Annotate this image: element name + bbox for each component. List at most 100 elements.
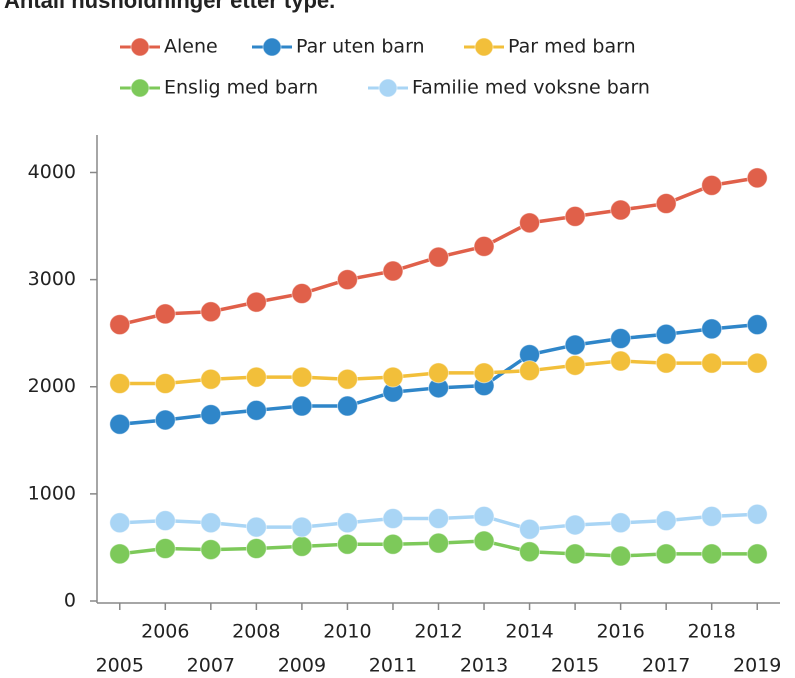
point xyxy=(701,543,723,565)
point xyxy=(291,535,313,557)
legend-label: Enslig med barn xyxy=(164,77,318,99)
point xyxy=(655,510,677,532)
point xyxy=(610,199,632,221)
point xyxy=(701,505,723,527)
point xyxy=(154,303,176,325)
y-tick-label: 3000 xyxy=(28,268,76,290)
point xyxy=(336,269,358,291)
point xyxy=(291,283,313,305)
point xyxy=(610,328,632,350)
point xyxy=(655,193,677,215)
x-tick-label: 2014 xyxy=(505,621,553,643)
point xyxy=(564,354,586,376)
point xyxy=(245,538,267,560)
x-tick-label: 2017 xyxy=(642,655,690,677)
point xyxy=(336,395,358,417)
point xyxy=(701,318,723,340)
point xyxy=(746,167,768,189)
y-tick-label: 0 xyxy=(64,590,76,612)
point xyxy=(428,246,449,268)
point xyxy=(701,352,723,374)
point xyxy=(473,362,495,384)
y-tick-label: 4000 xyxy=(28,161,76,183)
point xyxy=(428,532,449,554)
x-tick-label: 2016 xyxy=(596,621,644,643)
legend-label: Alene xyxy=(164,36,218,58)
point xyxy=(109,413,131,435)
point xyxy=(428,362,449,384)
point xyxy=(200,368,222,390)
x-tick-label: 2010 xyxy=(323,621,371,643)
legend-marker xyxy=(474,37,494,57)
point xyxy=(746,503,768,525)
point xyxy=(109,543,131,565)
point xyxy=(336,512,358,534)
x-tick-label: 2008 xyxy=(232,621,280,643)
point xyxy=(245,516,267,538)
point xyxy=(519,360,541,382)
point xyxy=(154,510,176,532)
point xyxy=(473,530,495,552)
x-tick-label: 2011 xyxy=(369,655,417,677)
x-tick-label: 2013 xyxy=(460,655,508,677)
x-tick-label: 2006 xyxy=(141,621,189,643)
point xyxy=(473,235,495,257)
x-tick-label: 2015 xyxy=(551,655,599,677)
legend-label: Par med barn xyxy=(508,36,636,58)
x-tick-label: 2009 xyxy=(278,655,326,677)
point xyxy=(245,399,267,421)
point xyxy=(746,543,768,565)
point xyxy=(746,352,768,374)
point xyxy=(336,533,358,555)
legend-label: Familie med voksne barn xyxy=(412,77,650,99)
point xyxy=(245,291,267,313)
point xyxy=(382,260,404,282)
x-tick-label: 2005 xyxy=(96,655,144,677)
point xyxy=(610,350,632,372)
x-tick-label: 2012 xyxy=(414,621,462,643)
legend-marker xyxy=(130,37,150,57)
x-tick-label: 2007 xyxy=(187,655,235,677)
point xyxy=(564,514,586,536)
point xyxy=(291,366,313,388)
x-tick-label: 2018 xyxy=(688,621,736,643)
point xyxy=(200,404,222,426)
point xyxy=(610,545,632,567)
point xyxy=(519,518,541,540)
x-tick-label: 2019 xyxy=(733,655,781,677)
point xyxy=(655,352,677,374)
point xyxy=(382,533,404,555)
point xyxy=(200,301,222,323)
point xyxy=(291,516,313,538)
point xyxy=(109,314,131,336)
point xyxy=(154,538,176,560)
y-tick-label: 2000 xyxy=(28,375,76,397)
point xyxy=(564,205,586,227)
point xyxy=(564,543,586,565)
point xyxy=(564,334,586,356)
legend-marker xyxy=(262,37,282,57)
point xyxy=(610,512,632,534)
point xyxy=(200,539,222,561)
point xyxy=(154,373,176,395)
point xyxy=(701,174,723,196)
point xyxy=(200,512,222,534)
point xyxy=(428,508,449,530)
point xyxy=(519,541,541,563)
point xyxy=(109,373,131,395)
point xyxy=(154,409,176,431)
point xyxy=(655,543,677,565)
y-tick-label: 1000 xyxy=(28,482,76,504)
point xyxy=(382,508,404,530)
point xyxy=(291,395,313,417)
point xyxy=(109,512,131,534)
point xyxy=(655,323,677,345)
chart-title: Antall husholdninger etter type. xyxy=(4,0,335,13)
legend-marker xyxy=(130,78,150,98)
point xyxy=(382,366,404,388)
point xyxy=(245,366,267,388)
point xyxy=(746,314,768,336)
point xyxy=(336,368,358,390)
